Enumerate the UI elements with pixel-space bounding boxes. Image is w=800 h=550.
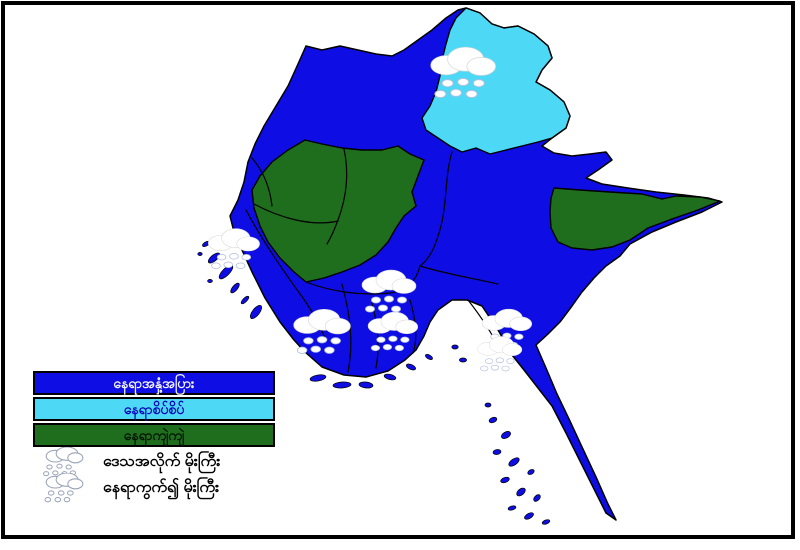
- country-myanmar: [229, 7, 723, 521]
- legend-label-regional-heavy-rain: ဒေသအလိုက် မိုးကြီး: [103, 452, 221, 470]
- legend-label-widespread: နေရာအနှံ့အပြား: [113, 375, 195, 391]
- legend-item-widespread: နေရာအနှံ့အပြား: [33, 371, 275, 395]
- legend-item-isolated-heavy-rain: နေရာကွက်၍ မိုးကြီး: [33, 472, 313, 502]
- legend-label-fairly-widespread: နေရာစိပ်စိပ်: [123, 401, 185, 417]
- region-east-shan-green: [549, 187, 721, 251]
- islands: [197, 241, 551, 525]
- rain-cloud-sparse-icon: [44, 472, 84, 502]
- legend-item-fairly-widespread: နေရာစိပ်စိပ်: [33, 397, 275, 421]
- legend-label-isolated-heavy-rain: နေရာကွက်၍ မိုးကြီး: [103, 478, 220, 496]
- legend: နေရာအနှံ့အပြား နေရာစိပ်စိပ် နေရာကျဲကျဲ: [33, 371, 313, 502]
- region-kachin-cyan: [421, 7, 571, 155]
- rain-cloud-dense-icon: [42, 446, 84, 476]
- legend-item-regional-heavy-rain: ဒေသအလိုက် မိုးကြီး: [33, 446, 313, 476]
- region-central-green: [251, 139, 425, 283]
- legend-label-scattered: နေရာကျဲကျဲ: [123, 427, 185, 443]
- legend-item-scattered: နေရာကျဲကျဲ: [33, 423, 275, 447]
